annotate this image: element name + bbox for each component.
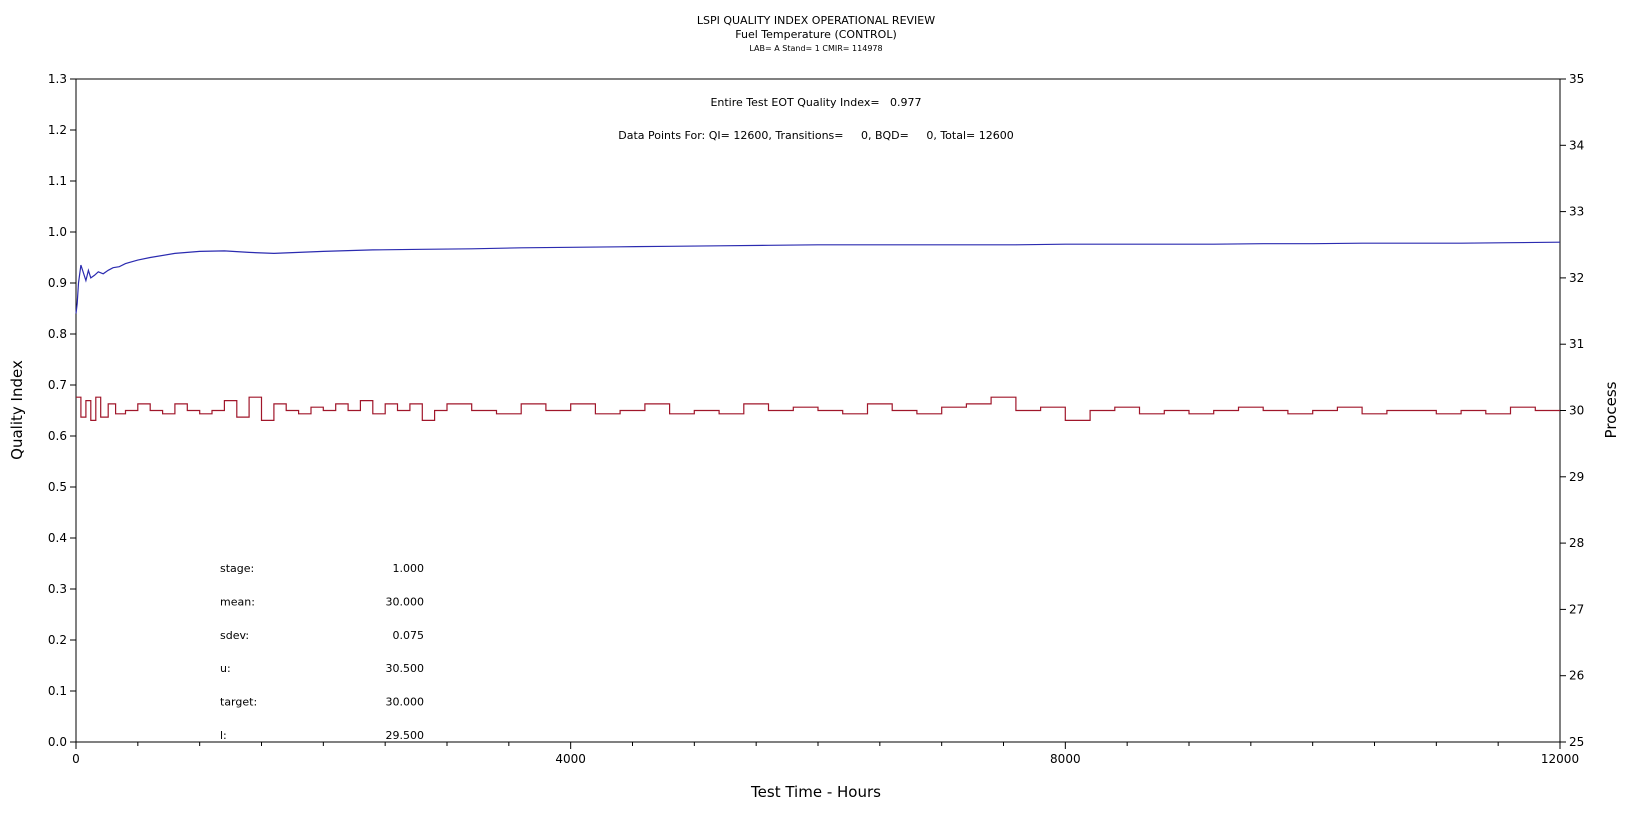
y-tick-label: 1.2 — [48, 123, 67, 137]
y2-tick-label: 25 — [1569, 735, 1584, 749]
y-tick-label: 0.6 — [48, 429, 67, 443]
y-tick-label: 1.1 — [48, 174, 67, 188]
stat-value: 0.075 — [393, 629, 425, 642]
x-tick-label: 0 — [72, 752, 80, 766]
y2-tick-label: 35 — [1569, 72, 1584, 86]
stat-value: 30.000 — [386, 696, 425, 709]
y-tick-label: 0.3 — [48, 582, 67, 596]
stat-label: stage: — [220, 562, 254, 575]
stat-label: l: — [220, 729, 227, 742]
y-tick-label: 0.4 — [48, 531, 67, 545]
y2-tick-label: 26 — [1569, 669, 1584, 683]
x-axis-label: Test Time - Hours — [750, 783, 881, 801]
stat-value: 29.500 — [386, 729, 425, 742]
y2-tick-label: 34 — [1569, 138, 1584, 152]
stat-label: sdev: — [220, 629, 249, 642]
y-tick-label: 0.8 — [48, 327, 67, 341]
y-tick-label: 0.9 — [48, 276, 67, 290]
chart-meta: LAB= A Stand= 1 CMIR= 114978 — [749, 44, 882, 53]
y2-tick-label: 31 — [1569, 337, 1584, 351]
y2-tick-label: 33 — [1569, 205, 1584, 219]
y-tick-label: 0.2 — [48, 633, 67, 647]
series-group — [75, 241, 1561, 421]
chart-title: LSPI QUALITY INDEX OPERATIONAL REVIEW — [697, 14, 935, 27]
stats-panel: stage: 1.000 mean: 30.000 sdev: 0.075 u: 30.500… — [220, 562, 424, 742]
qi-annotation: Entire Test EOT Quality Index= 0.977 — [710, 96, 921, 109]
y-tick-label: 0.5 — [48, 480, 67, 494]
stat-label: target: — [220, 696, 257, 709]
stat-value: 30.000 — [386, 595, 425, 608]
y2-tick-label: 30 — [1569, 404, 1584, 418]
y-tick-label: 0.7 — [48, 378, 67, 392]
y2-tick-label: 32 — [1569, 271, 1584, 285]
points-annotation: Data Points For: QI= 12600, Transitions=… — [618, 129, 1013, 142]
axis-ticks: 0.0 0.1 0.2 0.3 0.4 0.5 0.6 0.7 0.8 0.9 1.0 1.1 1.2 1… — [48, 72, 1584, 766]
y2-axis-label: Process — [1602, 381, 1620, 438]
stat-label: u: — [220, 662, 231, 675]
x-tick-label: 8000 — [1050, 752, 1081, 766]
x-tick-label: 4000 — [555, 752, 586, 766]
quality-index-series-line — [75, 241, 1561, 314]
y-tick-label: 1.3 — [48, 72, 67, 86]
y-tick-label: 1.0 — [48, 225, 67, 239]
y2-tick-label: 27 — [1569, 602, 1584, 616]
stat-value: 30.500 — [386, 662, 425, 675]
y2-tick-label: 29 — [1569, 470, 1584, 484]
stat-value: 1.000 — [393, 562, 425, 575]
chart-subtitle: Fuel Temperature (CONTROL) — [735, 28, 897, 41]
y2-tick-label: 28 — [1569, 536, 1584, 550]
y-tick-label: 0.1 — [48, 684, 67, 698]
stat-label: mean: — [220, 595, 255, 608]
y-tick-label: 0.0 — [48, 735, 67, 749]
y-axis-label: Quality Index — [8, 360, 26, 460]
process-series-line — [76, 396, 1560, 421]
x-tick-label: 12000 — [1541, 752, 1579, 766]
